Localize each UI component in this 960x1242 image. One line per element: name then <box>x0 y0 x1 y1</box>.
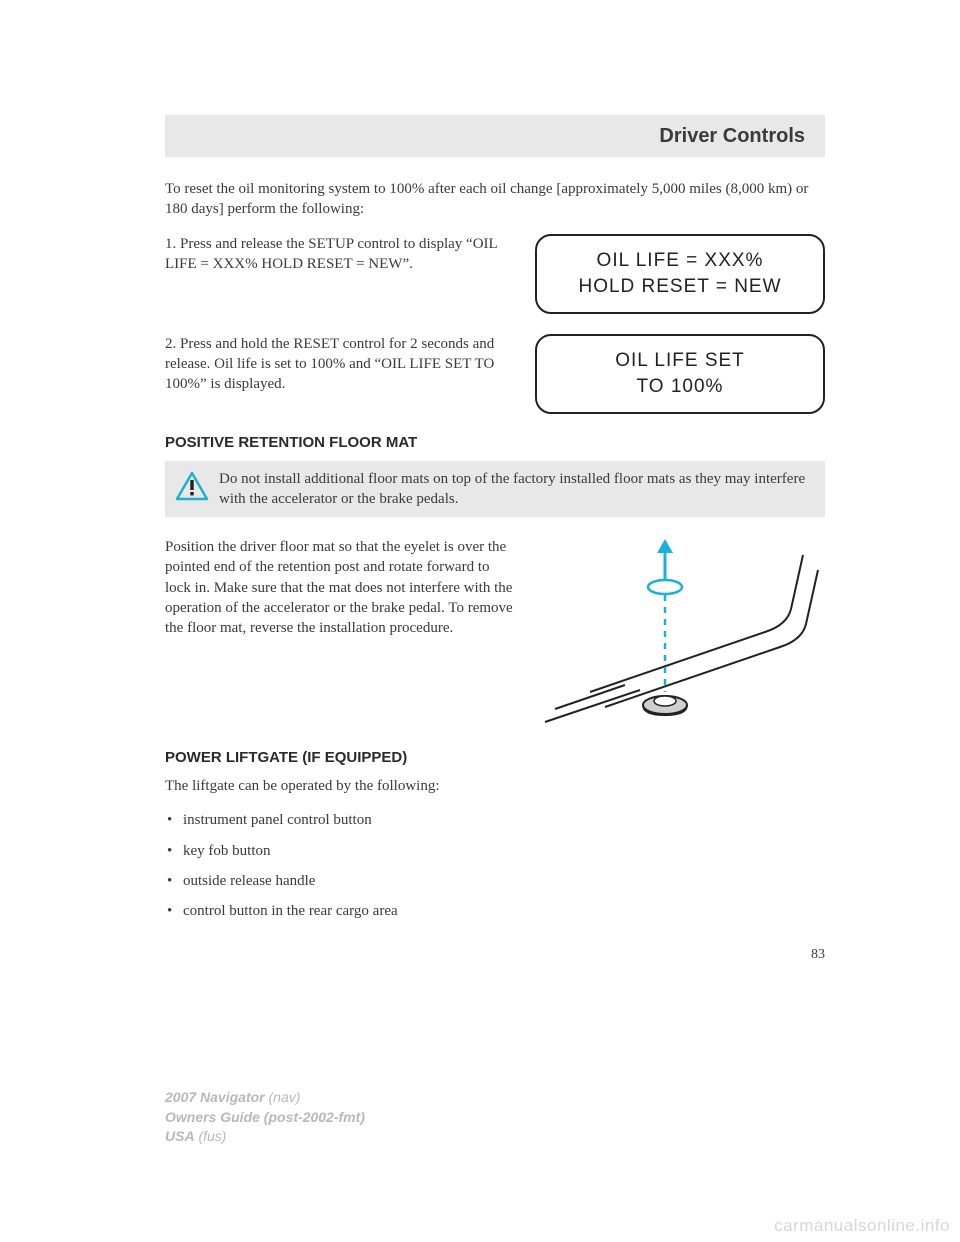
floor-mat-row: Position the driver floor mat so that th… <box>165 537 825 727</box>
list-item: control button in the rear cargo area <box>165 901 825 921</box>
floor-mat-heading: POSITIVE RETENTION FLOOR MAT <box>165 434 825 451</box>
footer-region: USA <box>165 1128 195 1144</box>
page-number: 83 <box>165 947 825 963</box>
watermark: carmanualsonline.info <box>774 1216 950 1236</box>
footer-line2: Owners Guide (post-2002-fmt) <box>165 1108 365 1128</box>
step-1-text: 1. Press and release the SETUP control t… <box>165 234 515 275</box>
display-box-1-line1: OIL LIFE = XXX% <box>597 248 764 274</box>
footer-line1: 2007 Navigator (nav) <box>165 1088 365 1108</box>
section-header-title: Driver Controls <box>659 125 805 147</box>
intro-paragraph: To reset the oil monitoring system to 10… <box>165 179 825 220</box>
section-header: Driver Controls <box>165 115 825 157</box>
footer-region-code: (fus) <box>198 1128 226 1144</box>
list-item: outside release handle <box>165 871 825 891</box>
warning-text: Do not install additional floor mats on … <box>219 469 815 510</box>
footer-line3: USA (fus) <box>165 1127 365 1147</box>
display-box-1-line2: HOLD RESET = NEW <box>578 274 781 300</box>
footer-model-code: (nav) <box>269 1089 301 1105</box>
liftgate-intro: The liftgate can be operated by the foll… <box>165 776 825 796</box>
warning-icon <box>175 471 209 501</box>
floor-mat-body: Position the driver floor mat so that th… <box>165 537 515 638</box>
display-box-1: OIL LIFE = XXX% HOLD RESET = NEW <box>535 234 825 314</box>
liftgate-list: instrument panel control button key fob … <box>165 810 825 921</box>
display-box-2-line1: OIL LIFE SET <box>615 348 745 374</box>
step-2-row: 2. Press and hold the RESET control for … <box>165 334 825 414</box>
floor-mat-diagram <box>535 537 825 727</box>
footer: 2007 Navigator (nav) Owners Guide (post-… <box>165 1088 365 1147</box>
footer-model: 2007 Navigator <box>165 1089 265 1105</box>
list-item: instrument panel control button <box>165 810 825 830</box>
step-2-text: 2. Press and hold the RESET control for … <box>165 334 515 395</box>
list-item: key fob button <box>165 841 825 861</box>
step-1-row: 1. Press and release the SETUP control t… <box>165 234 825 314</box>
liftgate-heading: POWER LIFTGATE (IF EQUIPPED) <box>165 749 825 766</box>
display-box-2-line2: TO 100% <box>637 374 724 400</box>
page-content: Driver Controls To reset the oil monitor… <box>165 115 825 963</box>
display-box-2: OIL LIFE SET TO 100% <box>535 334 825 414</box>
warning-callout: Do not install additional floor mats on … <box>165 461 825 518</box>
